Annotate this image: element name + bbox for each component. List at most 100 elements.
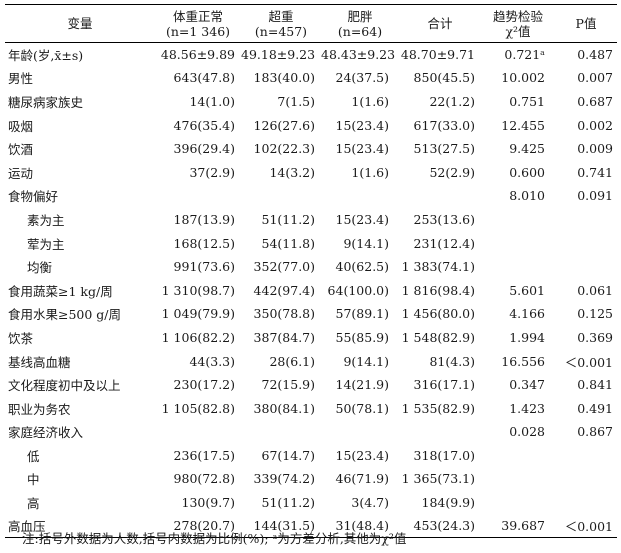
row-label: 高血压 xyxy=(5,514,155,539)
cell-overweight: 144(31.5) xyxy=(241,514,321,539)
row-label: 文化程度初中及以上 xyxy=(8,378,121,394)
table-row: 荤为主 168(12.5) 54(11.8) 9(14.1) 231(12.4) xyxy=(5,231,617,255)
header-p-value-line1: P值 xyxy=(575,16,597,31)
cell-normal-weight: 37(2.9) xyxy=(189,164,235,180)
cell-obese: 15(23.4) xyxy=(335,211,390,227)
cell-obese: 3(4.7) xyxy=(351,495,389,511)
cell-total: 850(45.5) xyxy=(413,70,475,86)
table-row: 高 130(9.7) 51(11.2) 3(4.7) 184(9.9) xyxy=(5,491,617,515)
row-label: 荤为主 xyxy=(27,236,65,252)
cell-chi2: 0.347 xyxy=(509,377,545,393)
cell-normal-weight: 48.56±9.89 xyxy=(160,47,235,63)
header-obese-line1: 肥胖 xyxy=(347,8,373,24)
cell-total xyxy=(399,184,481,208)
cell-p-value: 0.125 xyxy=(577,306,613,322)
table-row: 高血压 278(20.7) 144(31.5) 31(48.4) 453(24.3) 39… xyxy=(5,514,617,539)
table-row: 运动 37(2.9) 14(3.2) 1(1.6) 52(2.9) 0.600 0.741 xyxy=(5,160,617,184)
table-row: 职业为务农 1 105(82.8) 380(84.1) 50(78.1) 1 535(8… xyxy=(5,396,617,420)
cell-normal-weight: 1 106(82.2) xyxy=(161,329,235,345)
cell-p-value: ＜0.001 xyxy=(564,354,613,370)
cell-obese: 55(85.9) xyxy=(335,329,390,345)
cell-normal-weight: 396(29.4) xyxy=(173,141,235,157)
cell-p-value: 0.867 xyxy=(577,424,613,440)
cell-obese: 31(48.4) xyxy=(321,514,399,539)
cell-total: 316(17.1) xyxy=(413,377,475,393)
cell-normal-weight: 991(73.6) xyxy=(173,259,235,275)
cell-total: 81(4.3) xyxy=(429,353,475,369)
cell-total: 1 548(82.9) xyxy=(401,329,475,345)
table-footnote: 注:括号外数据为人数,括号内数据为比例(%); ᵃ为方差分析,其他为χ²值 xyxy=(22,531,407,546)
cell-overweight: 51(11.2) xyxy=(261,211,316,227)
cell-normal-weight xyxy=(155,184,241,208)
cell-total: 1 365(73.1) xyxy=(401,471,475,487)
cell-overweight: 350(78.8) xyxy=(253,306,315,322)
cell-p-value xyxy=(555,491,617,515)
cell-overweight: 102(22.3) xyxy=(253,141,315,157)
row-label: 均衡 xyxy=(27,260,53,276)
cell-p-value: 0.841 xyxy=(577,377,613,393)
cell-chi2: 0.600 xyxy=(509,164,545,180)
cell-total: 1 816(98.4) xyxy=(401,282,475,298)
cell-obese: 1(1.6) xyxy=(351,164,389,180)
table-header: 变量 体重正常 (n=1 346) 超重 (n=457) 肥胖 (n=64) 合计 趋势检验 χ²… xyxy=(5,4,617,43)
cell-overweight: 183(40.0) xyxy=(253,70,315,86)
cell-p-value: 0.487 xyxy=(577,47,613,63)
cell-chi2 xyxy=(481,255,555,279)
header-overweight-line1: 超重 xyxy=(268,8,294,24)
cell-normal-weight: 130(9.7) xyxy=(181,495,236,511)
cell-chi2: 12.455 xyxy=(501,117,545,133)
cell-p-value xyxy=(555,255,617,279)
cell-chi2: 8.010 xyxy=(509,188,545,204)
cell-obese: 57(89.1) xyxy=(335,306,390,322)
cell-p-value xyxy=(555,467,617,491)
cell-p-value xyxy=(555,231,617,255)
cell-total: 1 456(80.0) xyxy=(401,306,475,322)
cell-chi2: 10.002 xyxy=(501,70,545,86)
cell-total: 48.70±9.71 xyxy=(400,47,475,63)
cell-total: 617(33.0) xyxy=(413,117,475,133)
row-label: 运动 xyxy=(8,165,34,181)
cell-obese: 64(100.0) xyxy=(327,282,389,298)
table-row: 素为主 187(13.9) 51(11.2) 15(23.4) 253(13.6) xyxy=(5,208,617,232)
cell-chi2 xyxy=(481,467,555,491)
cell-chi2: 1.994 xyxy=(509,329,545,345)
cell-overweight: 51(11.2) xyxy=(261,495,316,511)
table-row: 食用蔬菜≥1 kg/周 1 310(98.7) 442(97.4) 64(100.0)… xyxy=(5,278,617,302)
cell-normal-weight xyxy=(155,420,241,444)
table-row: 均衡 991(73.6) 352(77.0) 40(62.5) 1 383(74.1) xyxy=(5,255,617,279)
table-row: 吸烟 476(35.4) 126(27.6) 15(23.4) 617(33.0) 12.… xyxy=(5,113,617,137)
baseline-characteristics-table: 变量 体重正常 (n=1 346) 超重 (n=457) 肥胖 (n=64) 合计 趋势检验 χ²… xyxy=(5,4,617,539)
cell-normal-weight: 44(3.3) xyxy=(189,353,235,369)
row-label: 家庭经济收入 xyxy=(8,425,84,441)
cell-total: 253(13.6) xyxy=(413,211,475,227)
table-row: 食用水果≥500 g/周 1 049(79.9) 350(78.8) 57(89.1)… xyxy=(5,302,617,326)
cell-overweight xyxy=(241,420,321,444)
cell-overweight: 14(3.2) xyxy=(269,164,315,180)
cell-overweight: 28(6.1) xyxy=(269,353,315,369)
row-label: 基线高血糖 xyxy=(8,354,71,370)
row-label: 高 xyxy=(27,496,40,512)
cell-chi2: 9.425 xyxy=(509,141,545,157)
cell-chi2 xyxy=(481,208,555,232)
cell-normal-weight: 476(35.4) xyxy=(173,117,235,133)
cell-total: 22(1.2) xyxy=(429,93,475,109)
cell-total: 1 535(82.9) xyxy=(401,400,475,416)
cell-normal-weight: 14(1.0) xyxy=(189,93,235,109)
cell-overweight: 380(84.1) xyxy=(253,400,315,416)
cell-obese: 46(71.9) xyxy=(335,471,390,487)
cell-overweight: 339(74.2) xyxy=(253,471,315,487)
cell-p-value xyxy=(555,208,617,232)
cell-normal-weight: 278(20.7) xyxy=(155,514,241,539)
cell-chi2: 1.423 xyxy=(509,400,545,416)
cell-normal-weight: 980(72.8) xyxy=(173,471,235,487)
cell-chi2: 0.028 xyxy=(509,424,545,440)
header-overweight: 超重 (n=457) xyxy=(241,4,321,43)
cell-p-value xyxy=(555,444,617,468)
header-variable: 变量 xyxy=(5,4,155,43)
row-label: 食用水果≥500 g/周 xyxy=(8,307,122,323)
header-obese: 肥胖 (n=64) xyxy=(321,4,399,43)
row-label: 男性 xyxy=(8,71,34,87)
table-row: 基线高血糖 44(3.3) 28(6.1) 9(14.1) 81(4.3) 16.556 ＜… xyxy=(5,349,617,373)
table-row: 糖尿病家族史 14(1.0) 7(1.5) 1(1.6) 22(1.2) 0.751 0.6… xyxy=(5,90,617,114)
header-total: 合计 xyxy=(399,4,481,43)
